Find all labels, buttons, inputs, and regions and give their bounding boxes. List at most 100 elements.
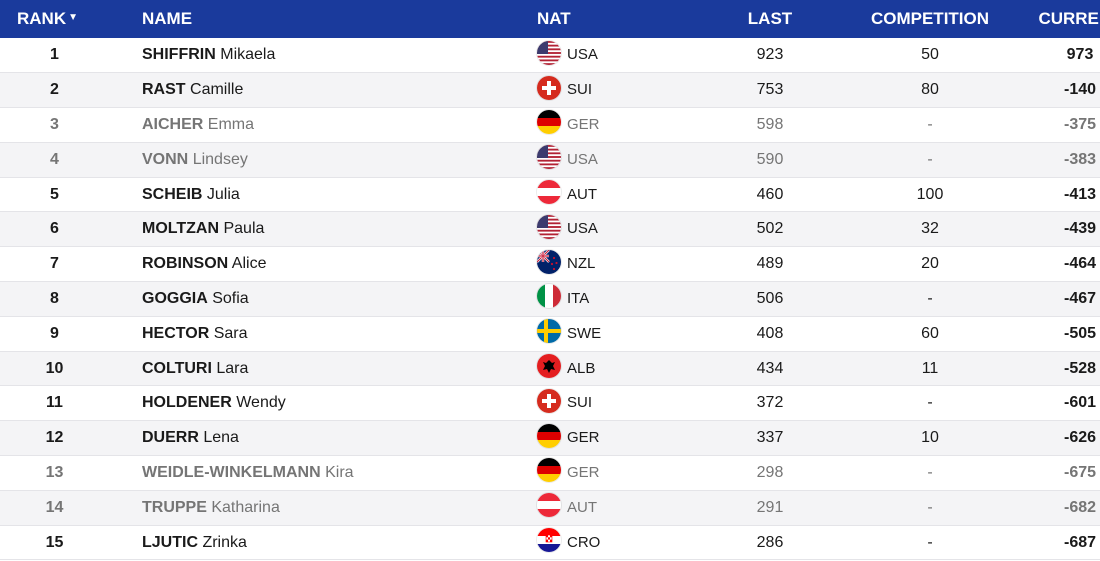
athlete-first-name[interactable]: Lara <box>216 359 249 377</box>
athlete-surname[interactable]: GOGGIA <box>142 289 208 307</box>
table-row[interactable]: 11 HOLDENER Wendy SUI 372 - -601 <box>0 385 1100 421</box>
last-column-header[interactable]: LAST <box>747 9 793 28</box>
athlete-name-cell[interactable]: LJUTIC Zrinka <box>109 525 537 560</box>
athlete-name-cell[interactable]: HECTOR Sara <box>109 316 537 351</box>
athlete-first-name[interactable]: Sara <box>213 324 248 342</box>
athlete-surname[interactable]: SCHEIB <box>142 185 203 203</box>
nation-cell: SUI <box>537 386 690 421</box>
ita-flag-icon <box>537 284 561 309</box>
usa-flag-icon <box>537 145 561 170</box>
name-column-header[interactable]: NAME <box>142 9 193 28</box>
athlete-name-cell[interactable]: AICHER Emma <box>109 108 537 143</box>
athlete-surname[interactable]: RAST <box>142 81 186 99</box>
nation-cell: AUT <box>537 490 690 525</box>
athlete-name-cell[interactable]: ROBINSON Alice <box>109 247 537 282</box>
last-points-cell: 460 <box>756 185 784 203</box>
rank-column-header[interactable]: RANK ▼ <box>17 9 79 28</box>
current-points-cell: -439 <box>1063 220 1097 238</box>
current-column-header[interactable]: CURRENT <box>1038 9 1100 28</box>
rank-cell: 9 <box>50 324 59 342</box>
nation-code: GER <box>567 115 600 133</box>
athlete-surname[interactable]: LJUTIC <box>142 533 198 551</box>
last-points-cell: 298 <box>756 463 784 481</box>
table-row[interactable]: 9 HECTOR Sara SWE 408 60 -505 <box>0 316 1100 352</box>
competition-points-cell: - <box>927 533 933 551</box>
athlete-first-name[interactable]: Sofia <box>212 289 249 307</box>
competition-points-cell: 20 <box>921 255 939 273</box>
table-row[interactable]: 5 SCHEIB Julia AUT 460 100 -413 <box>0 177 1100 212</box>
athlete-first-name[interactable]: Mikaela <box>220 46 276 64</box>
table-row[interactable]: 12 DUERR Lena GER 337 10 -626 <box>0 420 1100 456</box>
athlete-name-cell[interactable]: SCHEIB Julia <box>109 177 537 212</box>
athlete-name-cell[interactable]: TRUPPE Katharina <box>109 490 537 525</box>
athlete-surname[interactable]: HOLDENER <box>142 394 232 412</box>
nation-cell: USA <box>537 142 690 177</box>
table-row[interactable]: 3 AICHER Emma GER 598 - -375 <box>0 107 1100 143</box>
athlete-first-name[interactable]: Wendy <box>236 394 286 412</box>
nation-code: SUI <box>567 394 593 412</box>
competition-column-header[interactable]: COMPETITION <box>870 9 990 28</box>
nation-cell: SWE <box>537 316 690 351</box>
athlete-first-name[interactable]: Emma <box>207 115 255 133</box>
table-row[interactable]: 14 TRUPPE Katharina AUT 291 - -682 <box>0 490 1100 526</box>
athlete-first-name[interactable]: Alice <box>231 255 267 273</box>
athlete-name-cell[interactable]: RAST Camille <box>109 73 537 108</box>
athlete-first-name[interactable]: Kira <box>325 463 354 481</box>
current-points-cell: -383 <box>1063 150 1097 168</box>
athlete-first-name[interactable]: Lena <box>203 429 239 447</box>
athlete-name-cell[interactable]: COLTURI Lara <box>109 351 537 386</box>
table-row[interactable]: 6 MOLTZAN Paula USA 502 32 -439 <box>0 211 1100 247</box>
nation-code: CRO <box>567 533 601 551</box>
rank-cell: 12 <box>45 429 64 447</box>
athlete-first-name[interactable]: Lindsey <box>192 150 248 168</box>
last-points-cell: 337 <box>756 429 784 447</box>
current-points-cell: -505 <box>1063 324 1097 342</box>
rank-cell: 8 <box>50 289 59 307</box>
table-row[interactable]: 2 RAST Camille SUI 753 80 -140 <box>0 72 1100 108</box>
nation-code: GER <box>567 429 600 447</box>
table-row[interactable]: 7 ROBINSON Alice NZL 489 20 -464 <box>0 246 1100 282</box>
athlete-surname[interactable]: COLTURI <box>142 359 212 377</box>
athlete-name-cell[interactable]: MOLTZAN Paula <box>109 212 537 247</box>
rank-cell: 1 <box>50 46 59 64</box>
competition-points-cell: 50 <box>921 46 939 64</box>
athlete-surname[interactable]: WEIDLE-WINKELMANN <box>142 463 321 481</box>
last-points-cell: 506 <box>756 289 784 307</box>
athlete-first-name[interactable]: Camille <box>190 81 244 99</box>
nation-code: USA <box>567 220 598 238</box>
athlete-name-cell[interactable]: DUERR Lena <box>109 421 537 456</box>
table-row[interactable]: 10 COLTURI Lara ALB 434 11 -528 <box>0 351 1100 386</box>
athlete-first-name[interactable]: Katharina <box>211 498 280 516</box>
athlete-name-cell[interactable]: GOGGIA Sofia <box>109 282 537 317</box>
nat-column-header[interactable]: NAT <box>537 9 571 28</box>
athlete-first-name[interactable]: Julia <box>206 185 240 203</box>
athlete-name-cell[interactable]: HOLDENER Wendy <box>109 386 537 421</box>
athlete-surname[interactable]: MOLTZAN <box>142 220 220 238</box>
table-row[interactable]: 15 LJUTIC Zrinka CRO 286 - -687 <box>0 525 1100 560</box>
table-header: RANK▼ NAME NAT LAST COMPETITION CURRENT <box>0 0 1100 38</box>
athlete-surname[interactable]: TRUPPE <box>142 498 207 516</box>
athlete-name-cell[interactable]: VONN Lindsey <box>109 142 537 177</box>
athlete-surname[interactable]: ROBINSON <box>142 255 229 273</box>
competition-points-cell: 32 <box>921 220 939 238</box>
nation-cell: CRO <box>537 525 690 560</box>
athlete-name-cell[interactable]: WEIDLE-WINKELMANN Kira <box>109 456 537 491</box>
athlete-first-name[interactable]: Zrinka <box>202 533 247 551</box>
athlete-surname[interactable]: HECTOR <box>142 324 210 342</box>
rank-cell: 15 <box>45 533 64 551</box>
table-row[interactable]: 1 SHIFFRIN Mikaela USA 923 50 973 <box>0 38 1100 73</box>
nation-code: AUT <box>567 185 597 203</box>
athlete-name-cell[interactable]: SHIFFRIN Mikaela <box>109 38 537 73</box>
athlete-surname[interactable]: SHIFFRIN <box>142 46 216 64</box>
athlete-first-name[interactable]: Paula <box>223 220 265 238</box>
athlete-surname[interactable]: VONN <box>142 150 189 168</box>
table-row[interactable]: 4 VONN Lindsey USA 590 - -383 <box>0 142 1100 178</box>
table-row[interactable]: 13 WEIDLE-WINKELMANN Kira GER 298 - -675 <box>0 455 1100 491</box>
current-points-cell: -528 <box>1063 359 1097 377</box>
usa-flag-icon <box>537 40 561 65</box>
athlete-surname[interactable]: AICHER <box>142 115 204 133</box>
table-row[interactable]: 8 GOGGIA Sofia ITA 506 - -467 <box>0 281 1100 317</box>
nation-cell: GER <box>537 456 690 491</box>
rank-cell: 7 <box>50 255 59 273</box>
athlete-surname[interactable]: DUERR <box>142 429 199 447</box>
